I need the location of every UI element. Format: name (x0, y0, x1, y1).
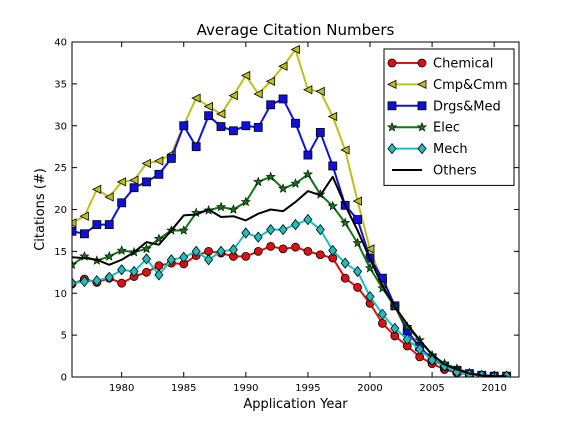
y-axis-label: Citations (#) (33, 168, 48, 251)
x-tick-label: 1985 (171, 383, 196, 394)
data-point-drgs-med (167, 154, 175, 162)
legend-label: Drgs&Med (433, 99, 501, 114)
y-tick-label: 40 (54, 38, 67, 49)
x-tick-label: 2000 (357, 383, 382, 394)
legend-marker (418, 59, 426, 67)
legend-label: Elec (433, 121, 460, 136)
data-point-drgs-med (217, 123, 225, 131)
data-point-elec (229, 205, 238, 213)
legend-label: Others (433, 164, 477, 179)
legend: Chemical Cmp&Cmm Drgs&Med Elec Mech Others (384, 49, 514, 185)
series-line-chemical (72, 246, 507, 376)
y-tick-label: 0 (61, 373, 67, 384)
data-point-cmp-cmm (192, 94, 200, 102)
data-point-chemical (304, 247, 312, 255)
data-point-drgs-med (329, 162, 337, 170)
legend-marker (388, 102, 396, 110)
data-point-mech (292, 220, 300, 230)
data-point-elec (254, 177, 263, 185)
legend-marker (388, 59, 396, 67)
data-point-drgs-med (130, 184, 138, 192)
x-tick-label: 1990 (233, 383, 258, 394)
data-point-drgs-med (316, 128, 324, 136)
data-point-drgs-med (254, 123, 262, 131)
data-point-chemical (341, 274, 349, 282)
x-tick-label: 1980 (109, 383, 134, 394)
data-point-drgs-med (242, 122, 250, 130)
chart-title: Average Citation Numbers (197, 21, 395, 39)
data-point-drgs-med (267, 101, 275, 109)
data-point-chemical (292, 243, 300, 251)
data-point-drgs-med (118, 199, 126, 207)
legend-marker (418, 102, 426, 110)
y-tick-label: 15 (54, 247, 67, 258)
data-point-drgs-med (180, 122, 188, 130)
y-tick-label: 25 (54, 163, 67, 174)
legend-label: Cmp&Cmm (433, 78, 508, 93)
data-point-drgs-med (304, 151, 312, 159)
data-point-drgs-med (229, 127, 237, 135)
data-point-drgs-med (105, 221, 113, 229)
data-point-mech (254, 232, 262, 242)
data-point-drgs-med (292, 119, 300, 127)
y-tick-label: 10 (54, 289, 67, 300)
data-point-chemical (118, 279, 126, 287)
data-point-chemical (242, 252, 250, 260)
data-point-chemical (143, 268, 151, 276)
data-point-elec (105, 252, 114, 260)
data-point-drgs-med (155, 170, 163, 178)
data-point-mech (279, 225, 287, 235)
data-point-cmp-cmm (316, 87, 324, 95)
data-point-cmp-cmm (80, 212, 88, 220)
data-point-chemical (279, 245, 287, 253)
data-point-drgs-med (205, 112, 213, 120)
series-mech (68, 215, 511, 382)
data-point-cmp-cmm (155, 157, 163, 165)
data-point-drgs-med (143, 178, 151, 186)
data-point-chemical (316, 251, 324, 259)
y-tick-label: 30 (54, 121, 67, 132)
x-tick-label: 2010 (481, 383, 506, 394)
x-tick-label: 2005 (419, 383, 444, 394)
data-point-mech (118, 265, 126, 275)
data-point-mech (205, 255, 213, 265)
data-point-drgs-med (192, 143, 200, 151)
x-axis-label: Application Year (243, 397, 348, 412)
data-point-elec (217, 202, 226, 210)
data-point-chemical (378, 319, 386, 327)
legend-label: Mech (433, 142, 468, 157)
y-tick-label: 35 (54, 79, 67, 90)
data-point-drgs-med (279, 95, 287, 103)
data-point-mech (267, 225, 275, 235)
data-point-drgs-med (80, 230, 88, 238)
data-point-chemical (155, 262, 163, 270)
y-tick-label: 20 (54, 205, 67, 216)
data-point-drgs-med (354, 216, 362, 224)
data-point-cmp-cmm (93, 185, 101, 193)
y-tick-label: 5 (61, 331, 67, 342)
data-point-chemical (254, 247, 262, 255)
series-line-mech (72, 220, 507, 377)
data-point-drgs-med (93, 221, 101, 229)
data-point-chemical (267, 242, 275, 250)
data-point-chemical (354, 283, 362, 291)
data-point-cmp-cmm (130, 176, 138, 184)
legend-label: Chemical (433, 57, 493, 72)
x-tick-label: 1995 (295, 383, 320, 394)
